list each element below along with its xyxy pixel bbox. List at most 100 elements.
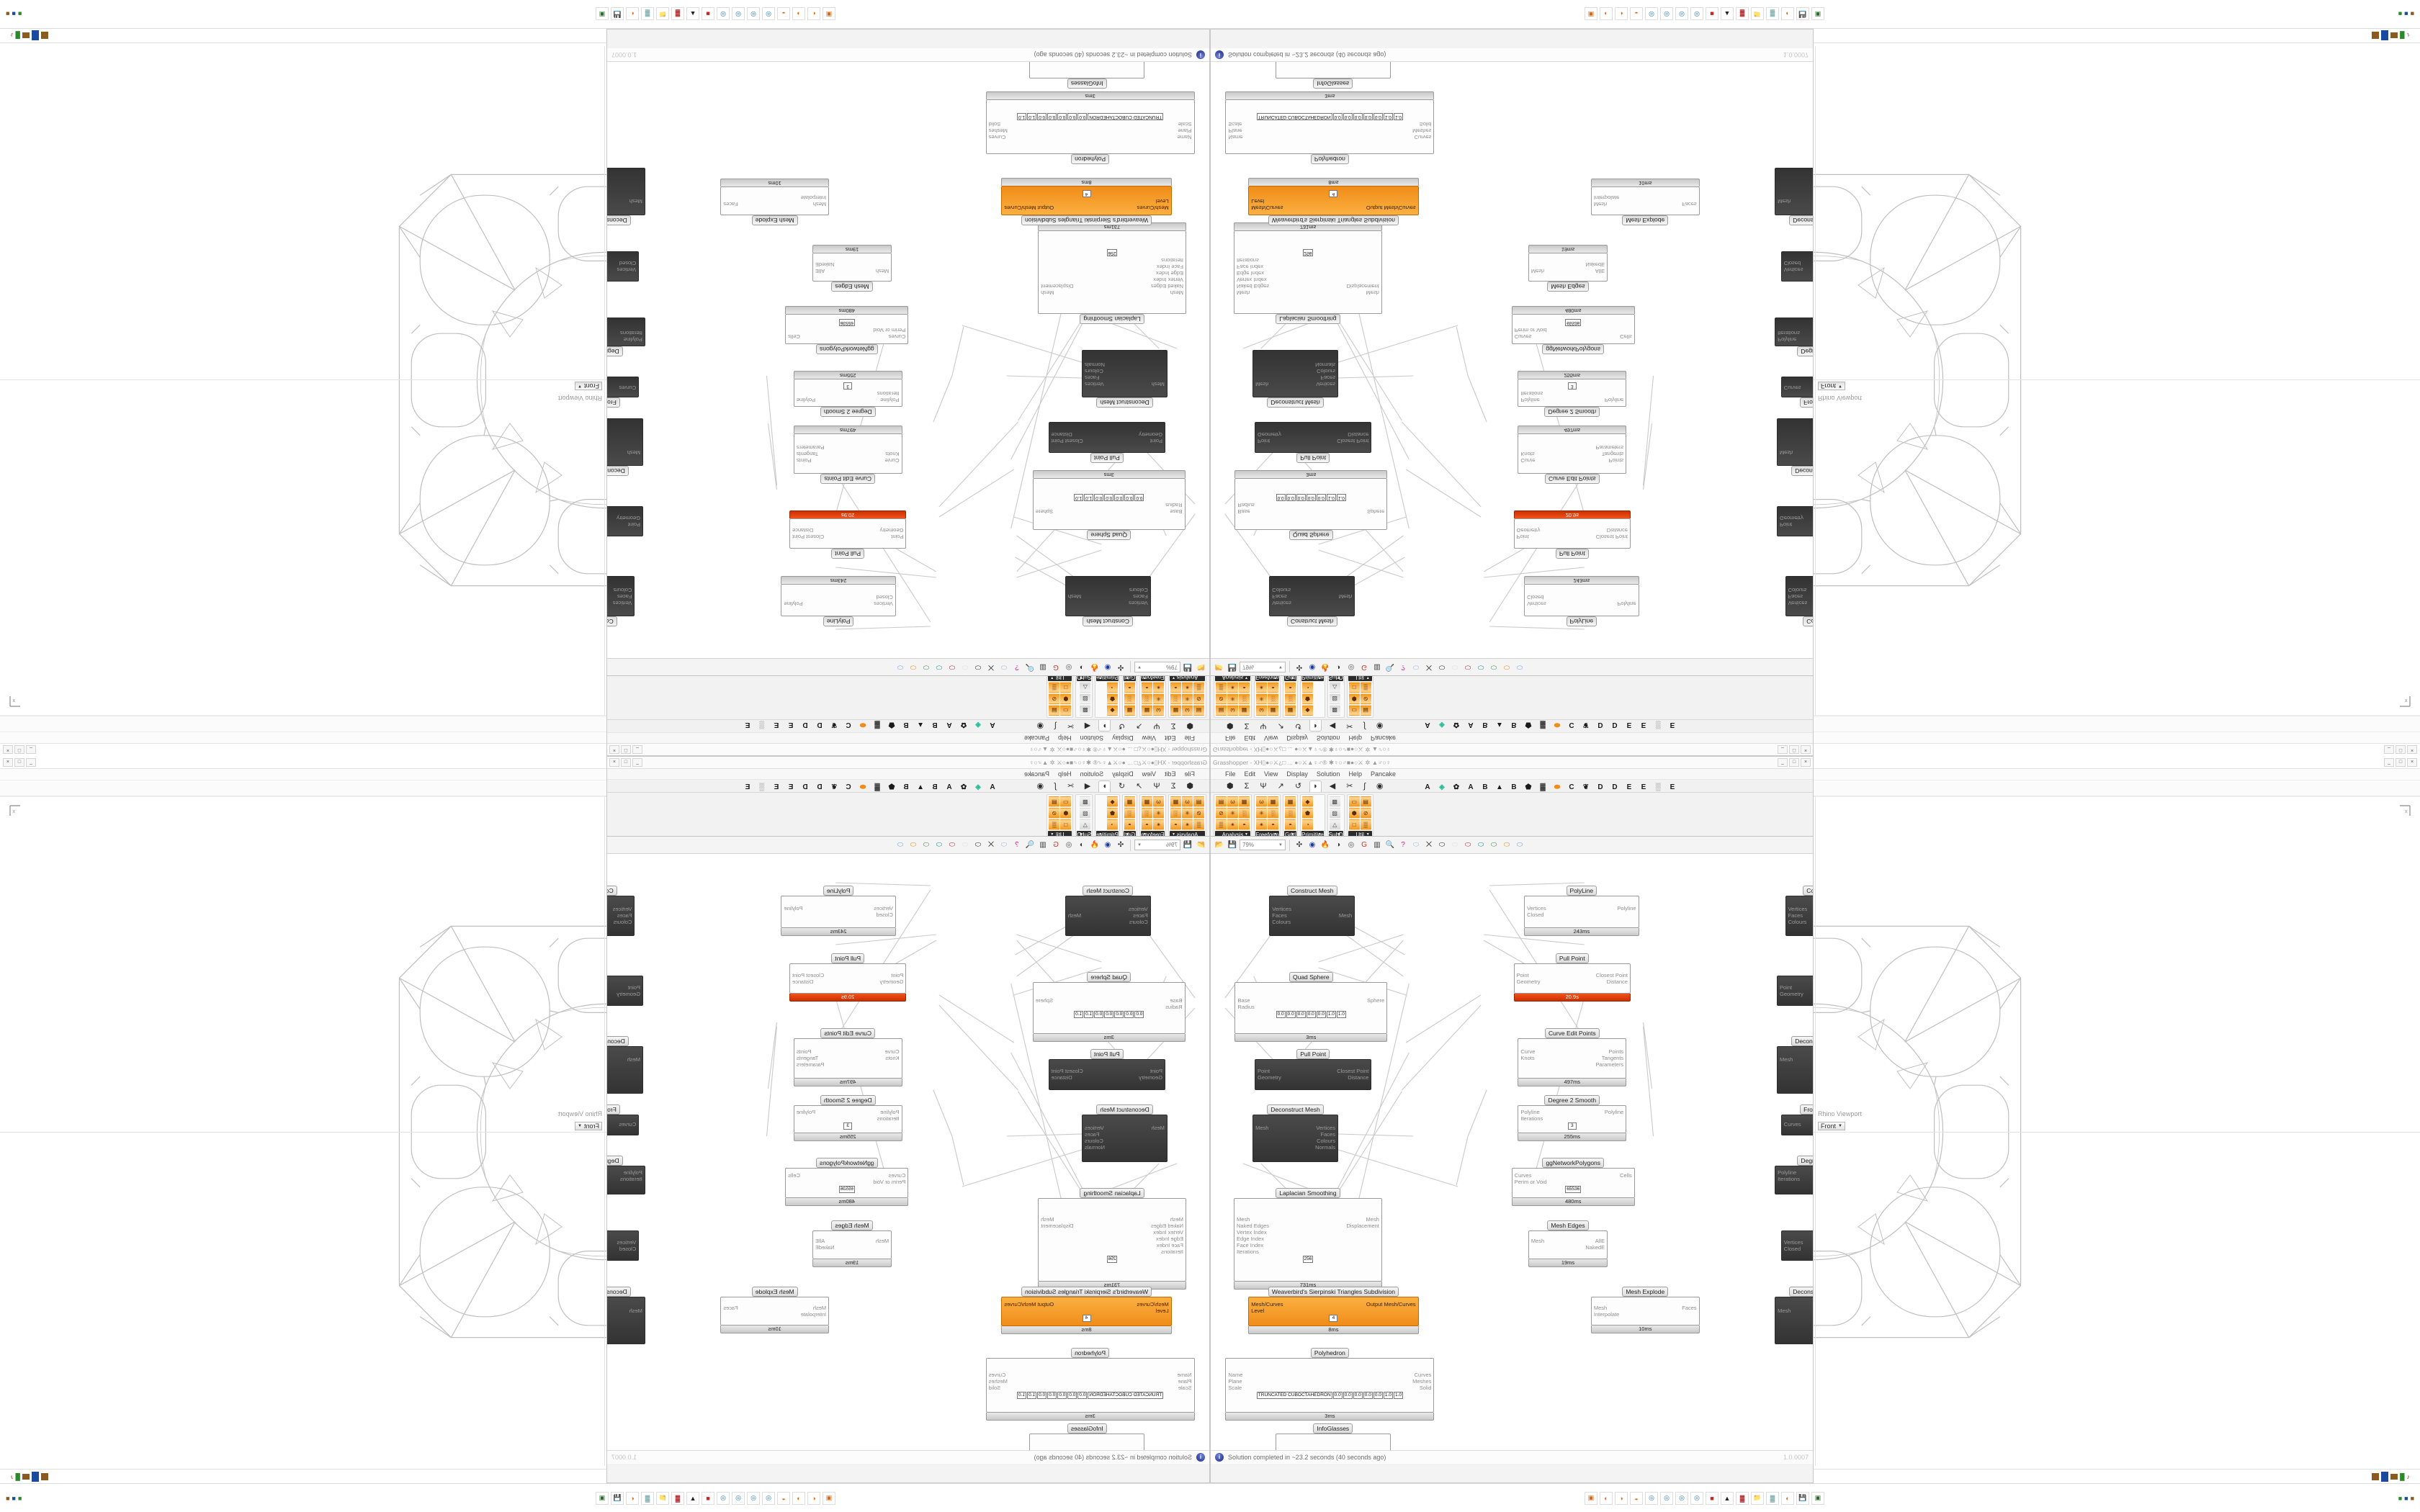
gh-node-output-param[interactable]: Distance: [1051, 1074, 1072, 1081]
black-app-icon[interactable]: ▲: [686, 7, 699, 21]
terminal-icon[interactable]: ▣: [596, 1491, 609, 1505]
chevron-down-icon[interactable]: ▼: [1278, 842, 1283, 847]
rhino-icon[interactable]: ▣: [1585, 7, 1597, 21]
gh-node-field[interactable]: 3: [1567, 1122, 1577, 1130]
tab-vector-tab[interactable]: ↗: [1136, 721, 1143, 730]
bake-icon[interactable]: 🔥: [1320, 841, 1330, 849]
gh-node-input-param[interactable]: Knots: [1520, 1055, 1535, 1062]
gh-node-body[interactable]: Mesh Faces Interpolate: [720, 186, 830, 215]
calculator-icon[interactable]: ▓: [1766, 1491, 1779, 1505]
gh-node-field[interactable]: 1.0: [1383, 1391, 1393, 1399]
primitive-icon-2[interactable]: ◔: [1107, 819, 1118, 830]
gh-minimize-button[interactable]: _: [632, 758, 642, 767]
gh-node-output-param[interactable]: Faces: [723, 1304, 738, 1311]
gh-node-caption[interactable]: PolyLine: [823, 886, 854, 896]
gh-node-input-param[interactable]: Mesh: [1780, 449, 1793, 456]
gh-node-caption[interactable]: Pull Point: [1296, 1049, 1330, 1060]
analysis-icon-0[interactable]: ▤: [1193, 796, 1204, 807]
gh-node-input-param[interactable]: Vertex Index: [1237, 276, 1267, 283]
firefox2-icon[interactable]: ◐: [626, 7, 639, 21]
ribbon-group-freeform-label[interactable]: Freeform: [1255, 831, 1279, 836]
gh-node-output-param[interactable]: Mesh: [1041, 289, 1054, 296]
gh-node-input-param[interactable]: Vertices: [1788, 599, 1808, 606]
gh-node-output-param[interactable]: Meshes: [1412, 1377, 1432, 1385]
tab-surface-tab[interactable]: ◗: [1098, 720, 1111, 732]
tab-extra-16[interactable]: ░: [1655, 721, 1661, 729]
freeform-icon-4[interactable]: ░: [1268, 808, 1278, 819]
capsule-icon[interactable]: ◑: [1079, 841, 1085, 849]
gh-node-field[interactable]: 1.0: [1027, 1391, 1037, 1399]
tab-maths-tab[interactable]: Σ: [1170, 721, 1176, 730]
gh-node-mesh-edges[interactable]: Mesh Edges Mesh AllE NakedE 19ms: [1528, 245, 1608, 292]
gh-menu-view[interactable]: View: [1142, 734, 1156, 742]
gh-node-field[interactable]: 0.0: [1104, 493, 1114, 501]
grid-icon-2[interactable]: ◓: [1285, 682, 1296, 693]
gh-node-caption[interactable]: Weaverbird's Sierpinski Triangles Subdiv…: [1268, 215, 1399, 225]
tab-extra-14[interactable]: E: [1626, 783, 1632, 791]
gh-node-caption[interactable]: Laplacian Smoothing: [1080, 1188, 1144, 1199]
gh-node-input-param[interactable]: Edge Index: [1237, 1236, 1264, 1243]
gh-node-deconstruct-mesh-1[interactable]: Deconstruct Mesh Mesh Vertices Faces Colours…: [1252, 1104, 1338, 1162]
gh-node-laplacian-smoothing[interactable]: Laplacian Smoothing Mesh Mesh Naked Edges Di…: [1234, 1188, 1382, 1290]
shade-black-icon[interactable]: ⬭: [974, 663, 982, 671]
shade-green-icon[interactable]: ⬭: [1490, 663, 1497, 671]
gh-menu-help[interactable]: Help: [1058, 734, 1072, 742]
gh-node-laplacian-smoothing[interactable]: Laplacian Smoothing Mesh Mesh Naked Edges Di…: [1038, 222, 1186, 324]
ribbon-group-subd-label[interactable]: SubD: [1077, 831, 1092, 837]
gh-maximize-button[interactable]: □: [621, 758, 631, 767]
gh-node-output-param[interactable]: Distance: [1606, 527, 1628, 534]
gh-node-output-param[interactable]: Colours: [1317, 367, 1335, 374]
util-icon-5[interactable]: ▒: [1360, 682, 1371, 693]
gh-node-input-param[interactable]: Mesh: [1531, 267, 1545, 274]
gh-node-input-param[interactable]: Perim or Void: [1514, 327, 1547, 334]
gh-node-weaverbird-sierpinski[interactable]: Weaverbird's Sierpinski Triangles Subdiv…: [1248, 177, 1419, 225]
analysis-icon-1[interactable]: ⊘: [1216, 693, 1227, 704]
gh-node-input-param[interactable]: Closed: [1527, 912, 1544, 919]
gh-node-input-param[interactable]: Mesh: [812, 201, 827, 208]
util-icon-1[interactable]: ⬢: [1348, 808, 1360, 819]
gh-node-output-param[interactable]: Sphere: [1035, 997, 1054, 1004]
gh-node-body[interactable]: Mesh Faces Interpolate: [1590, 1297, 1700, 1326]
gh-node-body[interactable]: Mesh AllE NakedE: [1528, 1230, 1608, 1259]
gh-node-input-param[interactable]: Point: [891, 971, 904, 978]
tab-transform-tab[interactable]: ʃ: [1363, 721, 1366, 730]
gh-node-output-param[interactable]: Curves: [988, 1371, 1006, 1378]
gh-node-input-param[interactable]: Vertices: [874, 905, 893, 912]
cluster-icon[interactable]: ◎: [1065, 663, 1072, 671]
gh-node-input-param[interactable]: Colours: [613, 586, 632, 593]
zoom-extents-icon[interactable]: ✣: [1117, 841, 1124, 849]
gh-node-input-param[interactable]: Faces: [1788, 593, 1803, 600]
shade-green-icon[interactable]: ⬭: [923, 841, 930, 849]
gh-node-caption[interactable]: Construct Mesh: [1286, 616, 1337, 626]
gh-node-caption[interactable]: Construct Mesh: [1083, 886, 1134, 896]
analysis-icon-0[interactable]: ▤: [1193, 705, 1204, 716]
gh-node-input-param[interactable]: Closed: [619, 1245, 637, 1252]
palette-icon[interactable]: ◎: [762, 1491, 775, 1505]
analysis-icon-6[interactable]: ▦: [1239, 705, 1250, 716]
gh-node-degree-2-smooth-1[interactable]: Degree 2 Smooth Polyline Polyline Iteration…: [1518, 370, 1627, 418]
grid-icon-1[interactable]: ░: [1285, 808, 1296, 819]
gh-node-output-param[interactable]: Faces: [1320, 1131, 1335, 1138]
gh-node-field[interactable]: 0.0: [1373, 1391, 1383, 1399]
gh-node-caption[interactable]: Laplacian Smoothing: [1080, 313, 1144, 324]
gh-node-input-param[interactable]: Plane: [1178, 1377, 1192, 1385]
gh-node-input-param[interactable]: Closed: [876, 912, 893, 919]
tab-intersect-tab[interactable]: ✂: [1346, 721, 1353, 730]
gh-node-input-param[interactable]: Polyline: [623, 336, 642, 343]
tab-sets-tab[interactable]: Ψ: [1260, 721, 1267, 730]
gh-node-field[interactable]: 256: [1106, 248, 1118, 256]
gh-node-input-param[interactable]: Polyline: [880, 397, 900, 404]
gh-node-input-param[interactable]: Colours: [1129, 919, 1148, 926]
shade-orange-icon[interactable]: ⬭: [1503, 663, 1510, 671]
gh-node-output-param[interactable]: Sphere: [1366, 508, 1385, 515]
black-app-icon[interactable]: ▲: [686, 1491, 699, 1505]
zoom-extents-icon[interactable]: ✣: [1117, 663, 1124, 671]
tab-extra-3[interactable]: A: [1468, 721, 1474, 729]
gh-node-field[interactable]: 4: [1329, 1314, 1338, 1322]
ribbon-group-analysis-label[interactable]: Analysis: [1170, 675, 1205, 681]
network-icon[interactable]: ■: [17, 10, 22, 18]
firefox-icon[interactable]: ◐: [807, 7, 820, 21]
